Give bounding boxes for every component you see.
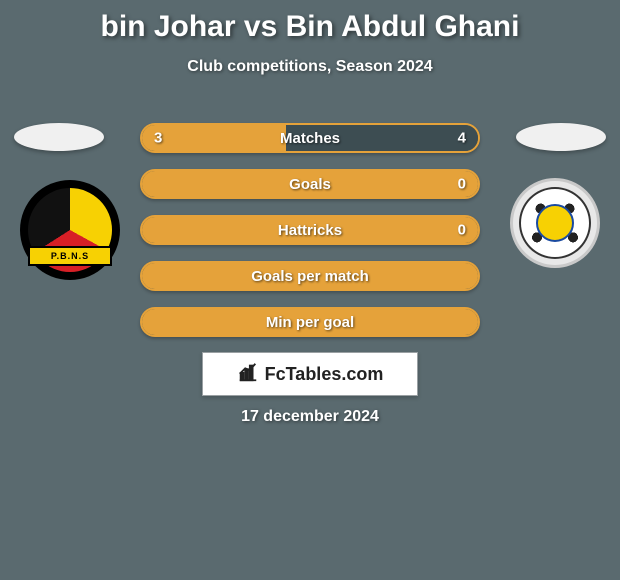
page-title: bin Johar vs Bin Abdul Ghani xyxy=(0,0,620,44)
stat-value-right: 0 xyxy=(458,176,466,193)
crest-left-label: P.B.N.S xyxy=(28,246,112,266)
stat-bar: Matches 3 4 xyxy=(140,123,480,153)
stat-label: Matches xyxy=(280,130,340,147)
date-label: 17 december 2024 xyxy=(0,408,620,426)
stat-label: Goals xyxy=(289,176,331,193)
club-crest-right xyxy=(510,178,600,268)
stat-value-right: 4 xyxy=(458,130,466,147)
stat-bar: Hattricks 0 xyxy=(140,215,480,245)
stat-value-right: 0 xyxy=(458,222,466,239)
chart-icon xyxy=(237,361,259,388)
brand-badge[interactable]: FcTables.com xyxy=(202,352,418,396)
stat-bar: Goals 0 xyxy=(140,169,480,199)
player-photo-right-placeholder xyxy=(516,123,606,151)
stat-label: Min per goal xyxy=(266,314,354,331)
club-crest-left: P.B.N.S xyxy=(20,180,120,280)
brand-text: FcTables.com xyxy=(265,364,384,385)
stat-bar: Min per goal xyxy=(140,307,480,337)
stat-label: Goals per match xyxy=(251,268,369,285)
stat-label: Hattricks xyxy=(278,222,342,239)
stat-bar: Goals per match xyxy=(140,261,480,291)
player-photo-left-placeholder xyxy=(14,123,104,151)
subtitle: Club competitions, Season 2024 xyxy=(0,58,620,76)
stat-value-left: 3 xyxy=(154,130,162,147)
stat-bars: Matches 3 4 Goals 0 Hattricks 0 Goals per match… xyxy=(140,123,480,353)
